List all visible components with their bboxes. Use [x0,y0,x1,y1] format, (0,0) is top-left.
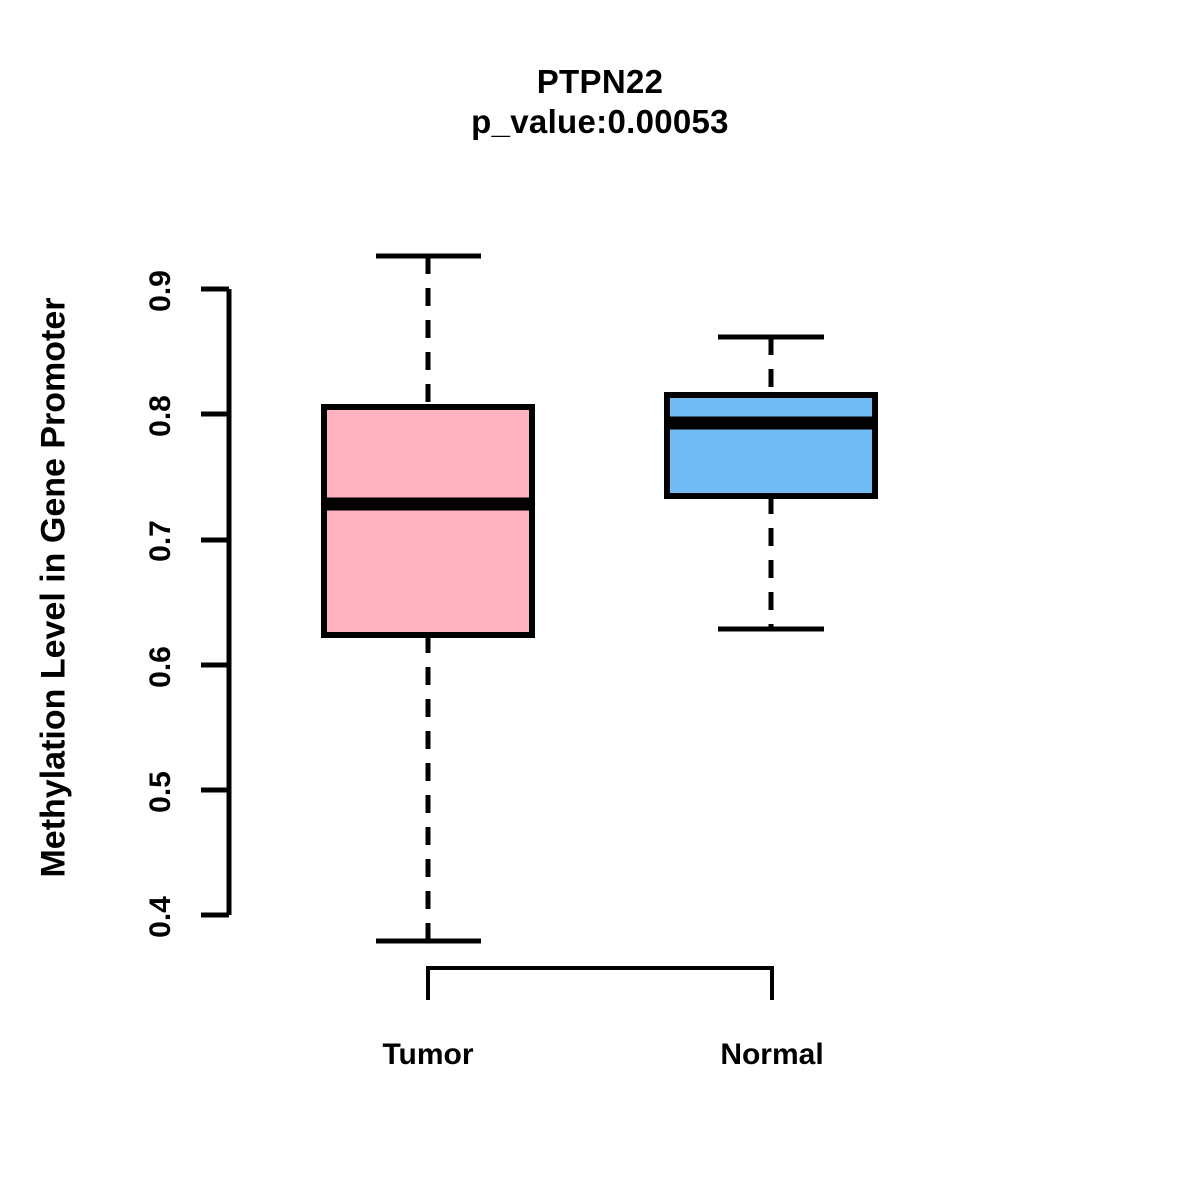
box-body-tumor[interactable] [321,404,535,638]
x-tick-label-normal: Normal [720,1038,824,1071]
x-tick-label-tumor: Tumor [382,1038,474,1071]
y-axis [201,286,232,918]
page-title: PTPN22 [536,63,664,100]
figure-title-block: PTPN22 p_value:0.00053 [0,62,1200,143]
significance-bracket [426,966,774,1000]
p-value-subtitle: p_value:0.00053 [471,103,729,141]
bracket-path [426,966,774,1000]
box-normal[interactable] [664,334,878,632]
box-tumor[interactable] [321,253,535,944]
box-body-normal[interactable] [664,392,878,499]
